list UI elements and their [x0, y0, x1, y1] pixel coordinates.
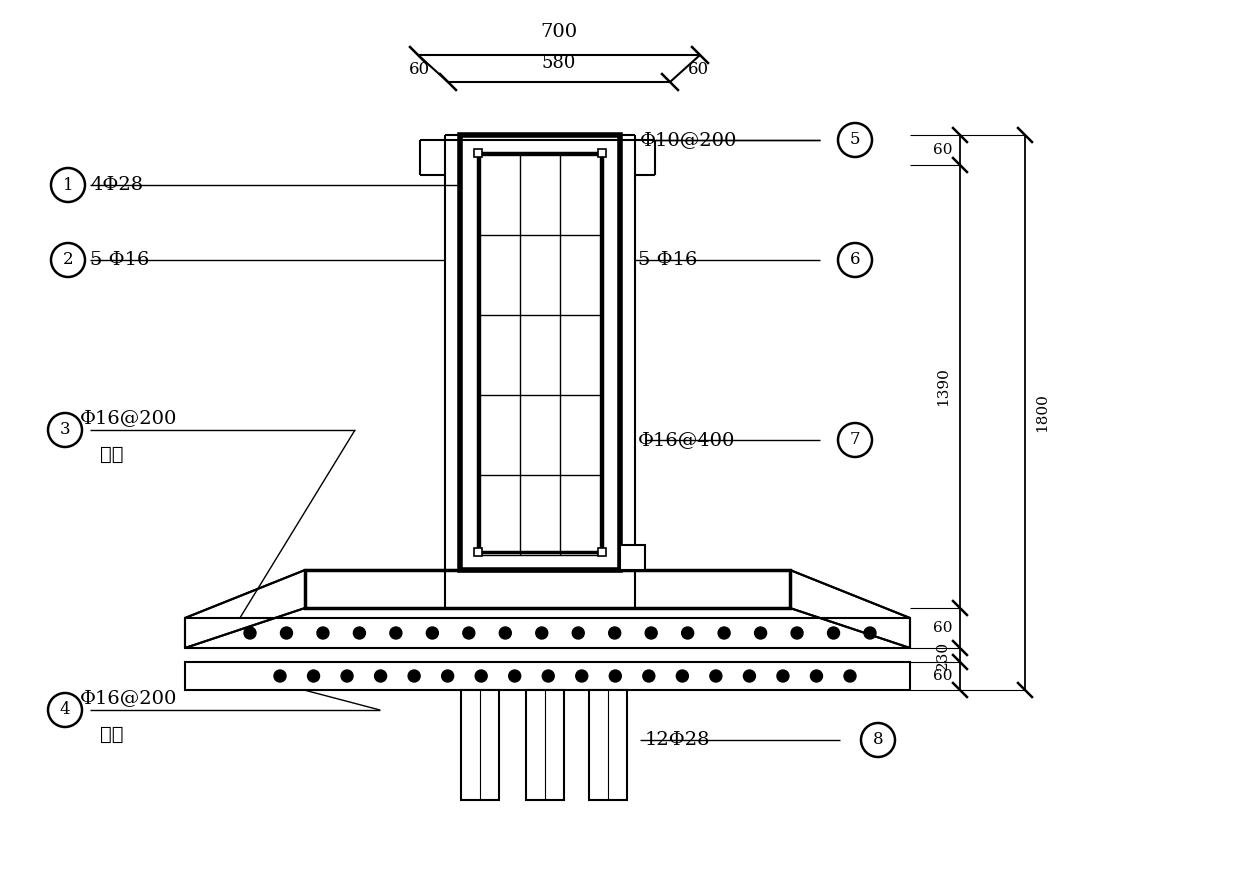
Bar	[474, 149, 482, 157]
Text: 60: 60	[932, 621, 952, 635]
Bar	[460, 135, 620, 570]
Circle shape	[341, 670, 353, 682]
Text: 60: 60	[932, 143, 952, 157]
Text: 6: 6	[849, 251, 861, 268]
Circle shape	[389, 627, 402, 639]
Polygon shape	[790, 570, 910, 648]
Text: 1390: 1390	[936, 367, 950, 406]
Circle shape	[864, 627, 875, 639]
Text: 1: 1	[63, 176, 73, 193]
Circle shape	[536, 627, 548, 639]
Circle shape	[827, 627, 839, 639]
Text: 3: 3	[60, 422, 71, 438]
Text: 5 Φ16: 5 Φ16	[639, 251, 697, 269]
Polygon shape	[185, 570, 305, 648]
Text: 580: 580	[542, 54, 577, 72]
Text: 60: 60	[688, 61, 709, 78]
Text: 4: 4	[60, 701, 71, 719]
Circle shape	[353, 627, 366, 639]
Text: 双向: 双向	[100, 446, 124, 464]
Circle shape	[755, 627, 766, 639]
Text: 60: 60	[409, 61, 430, 78]
Bar	[460, 135, 620, 570]
Text: Φ16@200: Φ16@200	[81, 689, 177, 707]
Circle shape	[609, 670, 621, 682]
Circle shape	[463, 627, 475, 639]
Circle shape	[542, 670, 554, 682]
Text: 5 Φ16: 5 Φ16	[91, 251, 149, 269]
Circle shape	[280, 627, 293, 639]
Circle shape	[508, 670, 521, 682]
Text: 双向: 双向	[100, 726, 124, 744]
Circle shape	[791, 627, 804, 639]
Circle shape	[244, 627, 255, 639]
Text: Φ10@200: Φ10@200	[640, 131, 738, 149]
Bar	[598, 548, 606, 556]
Circle shape	[308, 670, 320, 682]
Bar	[477, 153, 601, 552]
Circle shape	[676, 670, 688, 682]
Text: 700: 700	[541, 23, 578, 41]
Circle shape	[709, 670, 722, 682]
Circle shape	[575, 670, 588, 682]
Circle shape	[844, 670, 856, 682]
Circle shape	[500, 627, 511, 639]
Text: Φ16@400: Φ16@400	[639, 431, 735, 449]
Circle shape	[427, 627, 439, 639]
Text: 60: 60	[932, 669, 952, 683]
Bar	[305, 570, 790, 608]
Circle shape	[317, 627, 329, 639]
Bar	[474, 548, 482, 556]
Circle shape	[475, 670, 487, 682]
Circle shape	[682, 627, 693, 639]
Text: 5: 5	[849, 131, 861, 148]
Bar	[598, 149, 606, 157]
Circle shape	[642, 670, 655, 682]
Text: 2: 2	[63, 251, 73, 268]
Text: 12Φ28: 12Φ28	[645, 731, 711, 749]
Circle shape	[572, 627, 584, 639]
Text: 230: 230	[936, 640, 950, 669]
Bar	[589, 690, 627, 800]
Circle shape	[645, 627, 657, 639]
Text: 4Φ28: 4Φ28	[91, 176, 143, 194]
Bar	[185, 662, 910, 690]
Bar	[620, 545, 645, 570]
Circle shape	[718, 627, 730, 639]
Bar	[185, 618, 910, 648]
Circle shape	[274, 670, 286, 682]
Text: 1800: 1800	[1035, 393, 1049, 432]
Circle shape	[744, 670, 755, 682]
Circle shape	[811, 670, 822, 682]
Circle shape	[777, 670, 789, 682]
Bar	[526, 690, 564, 800]
Circle shape	[408, 670, 420, 682]
Bar	[461, 690, 498, 800]
Text: Φ16@200: Φ16@200	[81, 409, 177, 427]
Circle shape	[441, 670, 454, 682]
Text: 7: 7	[849, 431, 861, 449]
Circle shape	[609, 627, 621, 639]
Circle shape	[374, 670, 387, 682]
Text: 8: 8	[873, 731, 883, 749]
